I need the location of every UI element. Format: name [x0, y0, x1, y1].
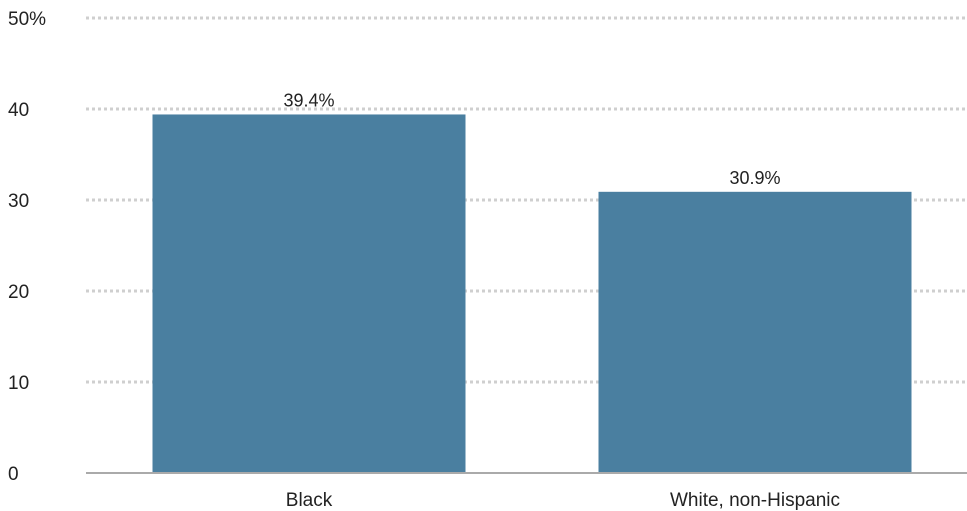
y-tick-label: 30 — [8, 191, 29, 212]
y-tick-label: 10 — [8, 373, 29, 394]
bar-value-label: 30.9% — [729, 168, 780, 188]
x-axis-labels: Black White, non-Hispanic — [286, 490, 840, 511]
y-tick-label: 50% — [8, 9, 46, 30]
y-tick-label: 40 — [8, 100, 29, 121]
data-labels: 39.4% 30.9% — [283, 90, 780, 187]
x-category-label: White, non-Hispanic — [670, 490, 840, 511]
y-axis-ticks: 0 10 20 30 40 50% — [8, 9, 46, 485]
y-tick-label: 20 — [8, 282, 29, 303]
bar-value-label: 39.4% — [283, 90, 334, 110]
y-tick-label: 0 — [8, 464, 19, 485]
bars — [152, 114, 912, 474]
x-category-label: Black — [286, 490, 333, 511]
bar — [152, 114, 466, 474]
bar — [598, 191, 912, 473]
